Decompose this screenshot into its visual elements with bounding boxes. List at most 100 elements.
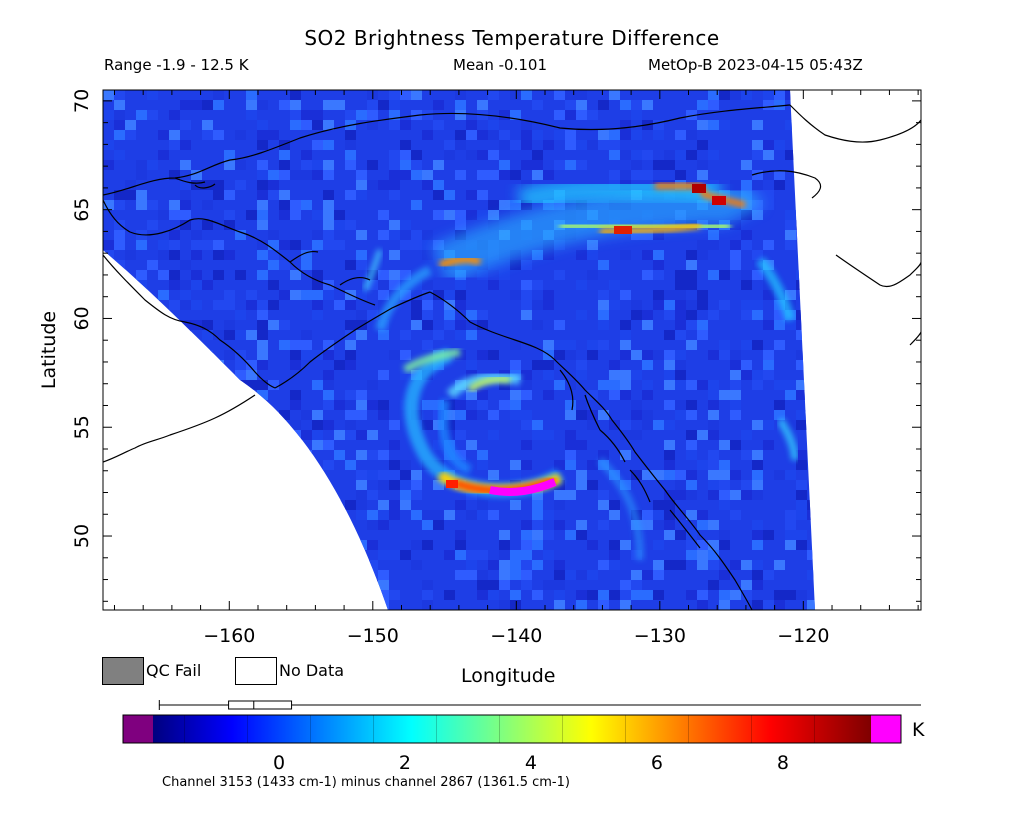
swath-pixel <box>389 220 400 230</box>
swath-pixel <box>807 330 815 340</box>
swath-pixel <box>477 190 488 200</box>
x-tick-label: −150 <box>347 625 399 647</box>
swath-pixel <box>268 520 279 530</box>
swath-pixel <box>510 360 521 370</box>
swath-pixel <box>642 100 653 110</box>
swath-pixel <box>807 570 815 580</box>
swath-pixel <box>345 140 356 150</box>
swath-pixel <box>136 550 147 560</box>
swath-pixel <box>103 350 114 360</box>
swath-pixel <box>455 550 466 560</box>
swath-pixel <box>543 140 554 150</box>
swath-pixel <box>796 480 807 490</box>
swath-pixel <box>180 260 191 270</box>
swath-pixel <box>400 330 411 340</box>
swath-pixel <box>631 570 642 580</box>
swath-pixel <box>609 590 620 600</box>
swath-pixel <box>323 370 334 380</box>
swath-pixel <box>147 480 158 490</box>
swath-pixel <box>499 270 510 280</box>
swath-pixel <box>191 180 202 190</box>
y-tick-label: 50 <box>71 524 93 548</box>
swath-pixel <box>257 130 268 140</box>
swath-pixel <box>675 480 686 490</box>
swath-pixel <box>301 490 312 500</box>
swath-pixel <box>631 370 642 380</box>
swath-pixel <box>301 110 312 120</box>
swath-pixel <box>752 250 763 260</box>
swath-pixel <box>422 600 433 610</box>
swath-pixel <box>752 600 763 610</box>
swath-pixel <box>796 360 807 370</box>
swath-pixel <box>345 580 356 590</box>
swath-pixel <box>686 300 697 310</box>
swath-pixel <box>268 280 279 290</box>
swath-pixel <box>444 400 455 410</box>
swath-pixel <box>147 350 158 360</box>
swath-pixel <box>499 530 510 540</box>
swath-pixel <box>235 420 246 430</box>
boxplot-box <box>228 700 293 710</box>
swath-pixel <box>312 210 323 220</box>
swath-pixel <box>543 430 554 440</box>
swath-pixel <box>686 480 697 490</box>
swath-pixel <box>147 560 158 570</box>
swath-pixel <box>576 100 587 110</box>
swath-pixel <box>521 440 532 450</box>
swath-pixel <box>719 480 730 490</box>
swath-pixel <box>257 520 268 530</box>
swath-pixel <box>719 300 730 310</box>
swath-pixel <box>356 490 367 500</box>
swath-pixel <box>697 330 708 340</box>
swath-pixel <box>268 470 279 480</box>
swath-pixel <box>378 570 389 580</box>
swath-pixel <box>444 410 455 420</box>
swath-pixel <box>191 170 202 180</box>
swath-pixel <box>136 170 147 180</box>
swath-pixel <box>444 190 455 200</box>
swath-pixel <box>268 260 279 270</box>
swath-pixel <box>455 430 466 440</box>
colorbar-dividers <box>184 715 815 743</box>
swath-pixel <box>389 100 400 110</box>
swath-pixel <box>180 500 191 510</box>
swath-pixel <box>169 440 180 450</box>
swath-pixel <box>708 460 719 470</box>
swath-pixel <box>422 540 433 550</box>
swath-pixel <box>257 420 268 430</box>
swath-pixel <box>114 590 125 600</box>
swath-pixel <box>268 550 279 560</box>
swath-pixel <box>147 320 158 330</box>
swath-pixel <box>213 100 224 110</box>
swath-pixel <box>455 410 466 420</box>
swath-pixel <box>675 470 686 480</box>
swath-pixel <box>257 450 268 460</box>
swath-pixel <box>301 120 312 130</box>
swath-pixel <box>147 500 158 510</box>
swath-pixel <box>235 390 246 400</box>
swath-pixel <box>708 400 719 410</box>
swath-pixel <box>532 280 543 290</box>
swath-pixel <box>345 320 356 330</box>
swath-pixel <box>312 440 323 450</box>
swath-pixel <box>114 510 125 520</box>
swath-pixel <box>818 480 829 490</box>
swath-pixel <box>587 570 598 580</box>
swath-pixel <box>455 290 466 300</box>
swath-pixel <box>818 250 829 260</box>
swath-pixel <box>598 320 609 330</box>
swath-pixel <box>235 600 246 610</box>
swath-pixel <box>752 560 763 570</box>
swath-pixel <box>312 270 323 280</box>
swath-pixel <box>818 570 829 580</box>
swath-pixel <box>257 270 268 280</box>
swath-pixel <box>510 500 521 510</box>
swath-pixel <box>235 370 246 380</box>
swath-pixel <box>697 550 708 560</box>
swath-pixel <box>312 120 323 130</box>
swath-pixel <box>477 460 488 470</box>
swath-pixel <box>103 500 114 510</box>
swath-pixel <box>554 600 565 610</box>
swath-pixel <box>807 130 815 140</box>
swath-pixel <box>422 420 433 430</box>
